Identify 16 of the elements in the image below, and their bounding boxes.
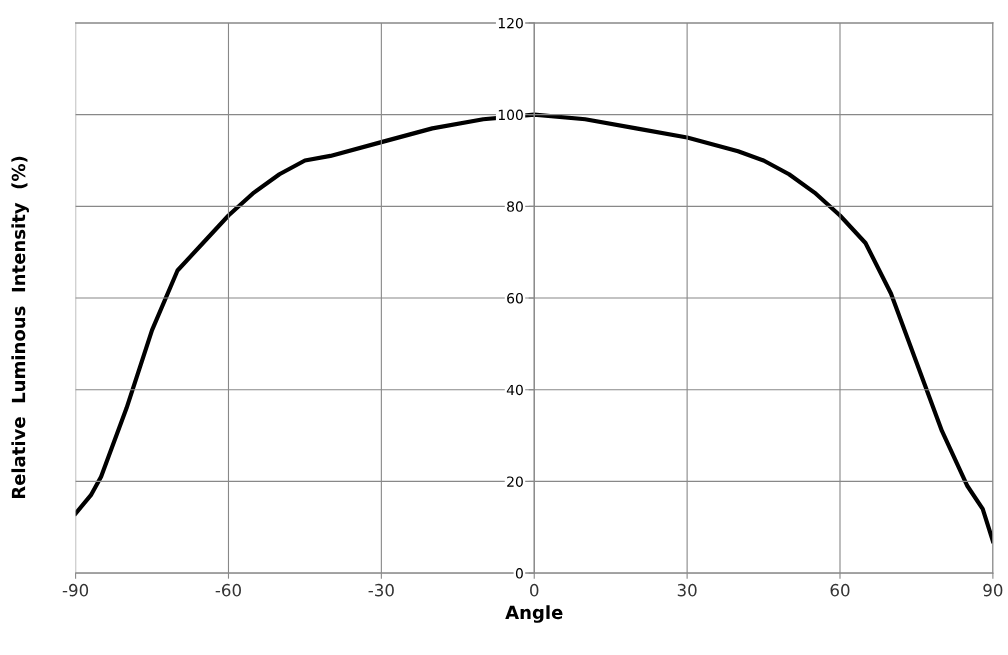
x-tick-label: 30 — [677, 583, 697, 597]
x-tick-label: -30 — [368, 583, 394, 597]
y-axis-title: Relative Luminous Intensity (%) — [11, 156, 29, 499]
y-tick-label: 100 — [498, 109, 523, 121]
y-tick-label: 20 — [507, 476, 523, 487]
x-tick-label: -60 — [215, 583, 241, 597]
x-tick-label: 60 — [830, 583, 850, 597]
x-tick-label: 90 — [983, 583, 1003, 597]
x-tick-label: 0 — [530, 583, 539, 597]
y-tick-label: 120 — [498, 17, 523, 29]
x-axis-title: Angle — [505, 605, 563, 623]
y-tick-label: 80 — [507, 201, 523, 212]
y-tick-label: 0 — [515, 568, 523, 579]
x-tick-label: -90 — [62, 583, 89, 597]
y-tick-label: 40 — [506, 384, 523, 396]
y-tick-label: 60 — [507, 292, 523, 304]
